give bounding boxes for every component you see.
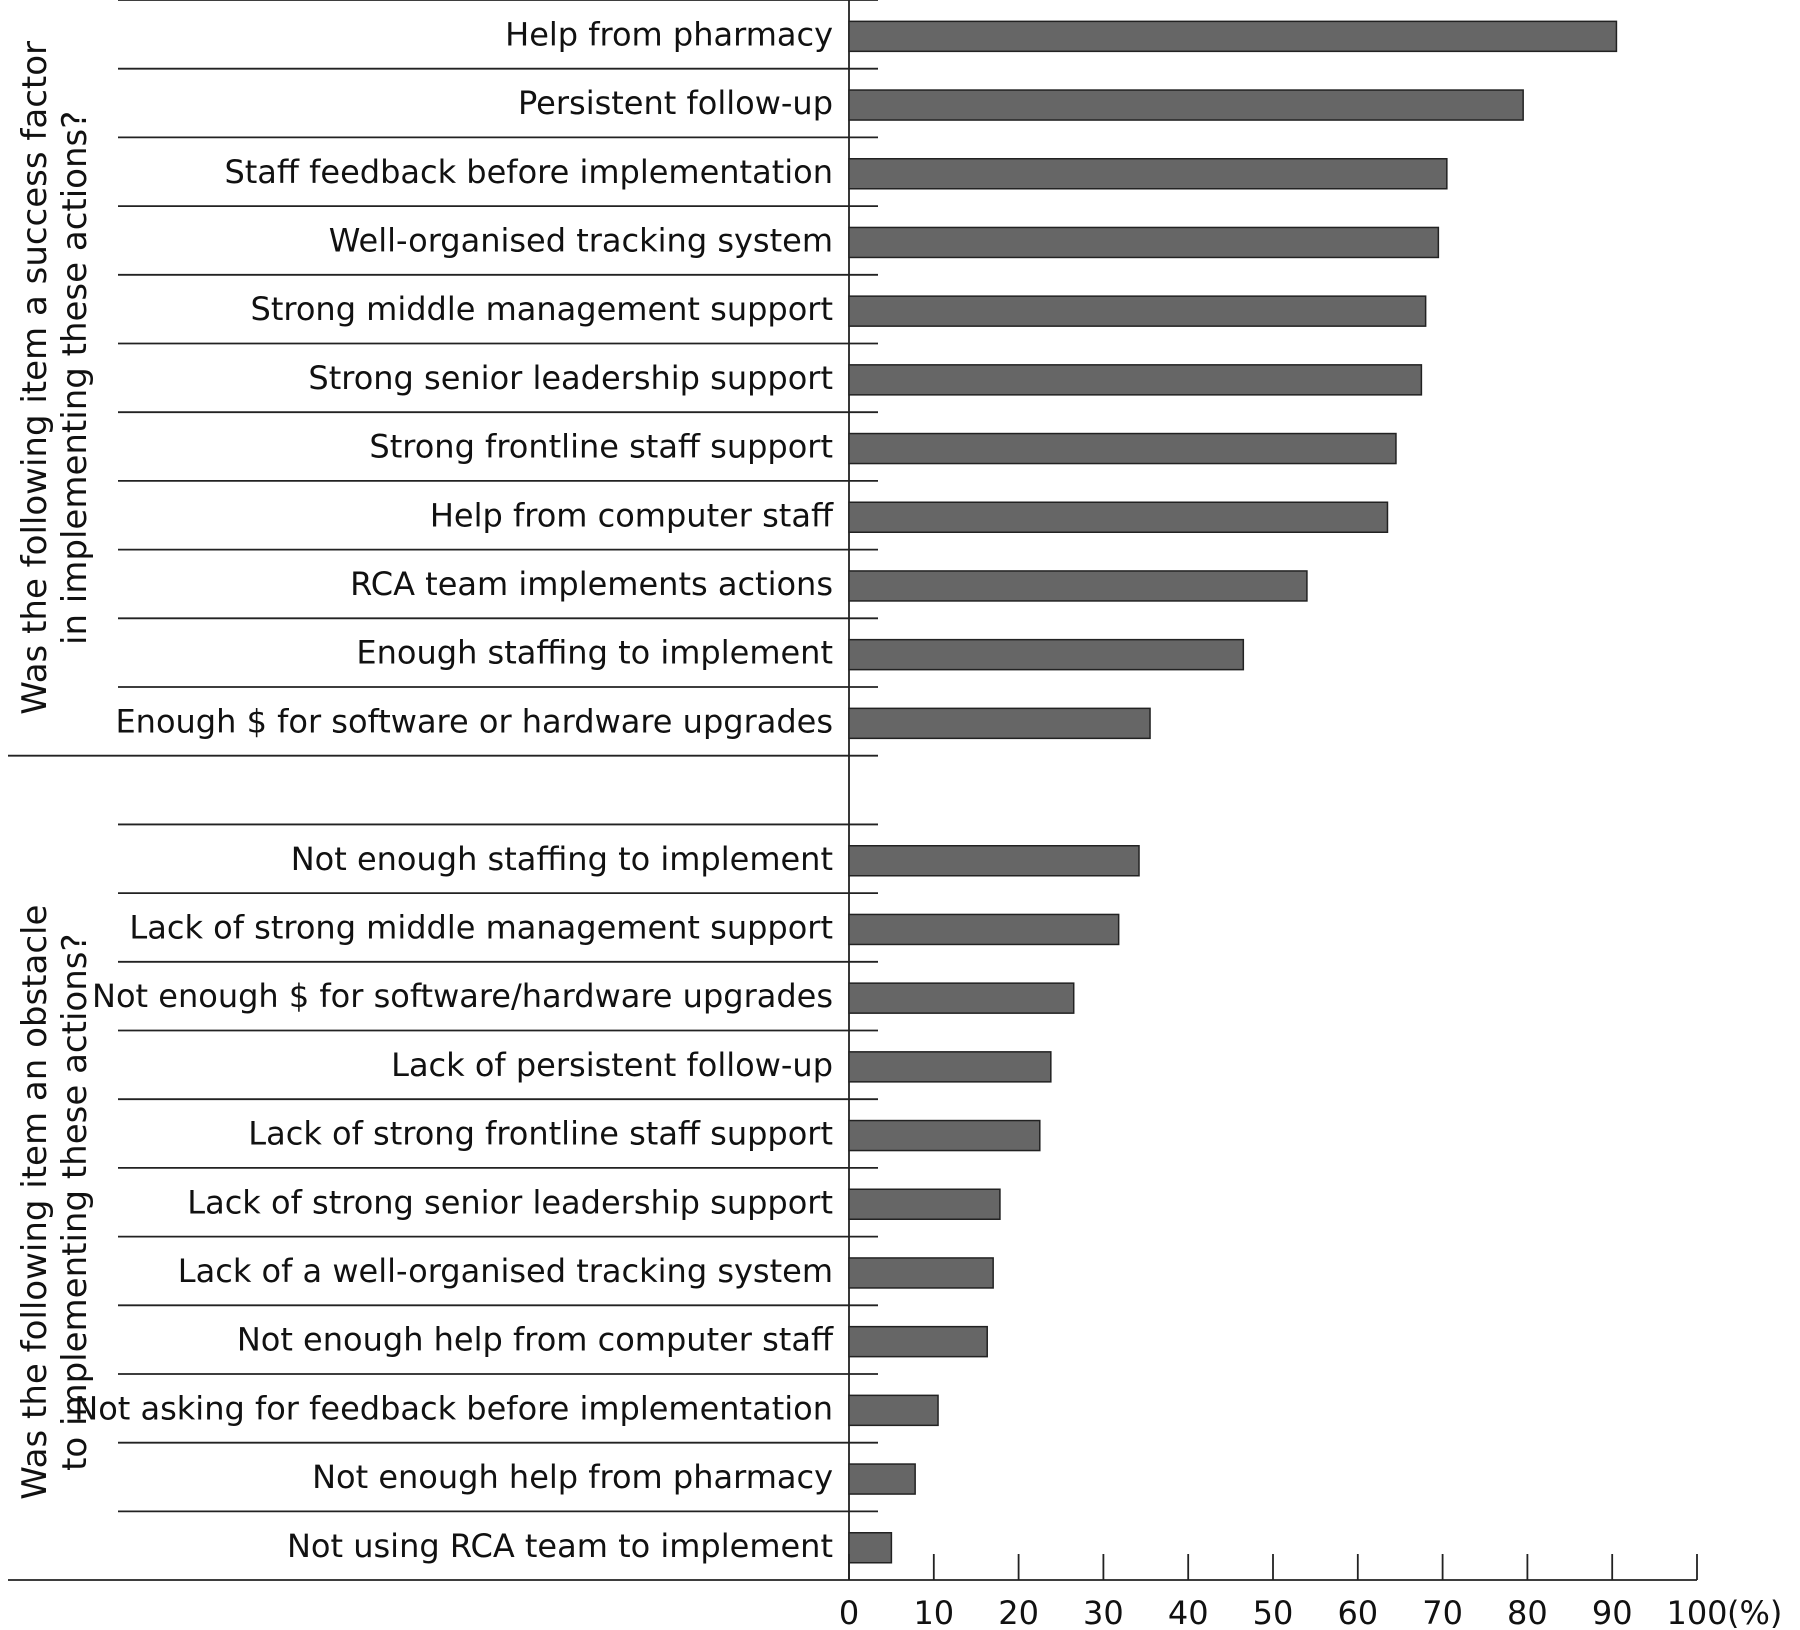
group-title-line: to implementing these actions? <box>55 933 95 1470</box>
x-tick-label: 10 <box>913 1594 954 1630</box>
bar <box>848 295 1427 327</box>
x-tick-label: 90 <box>1592 1594 1633 1630</box>
bar <box>848 20 1618 53</box>
category-label: Strong senior leadership support <box>308 359 833 397</box>
category-label: Not enough help from computer staff <box>237 1321 834 1359</box>
bar <box>848 1188 1001 1220</box>
category-label: RCA team implements actions <box>350 565 833 603</box>
chart-bars <box>848 20 1618 1564</box>
category-label: Help from pharmacy <box>505 15 833 53</box>
category-label: Enough $ for software or hardware upgrad… <box>115 702 833 740</box>
bar <box>848 1325 988 1358</box>
category-label: Well-organised tracking system <box>329 221 833 259</box>
category-label: Staff feedback before implementation <box>224 153 833 191</box>
group-title: Was the following item a success factori… <box>15 41 95 715</box>
bar <box>848 1257 994 1289</box>
category-label: Persistent follow-up <box>518 84 833 122</box>
bar <box>848 1394 939 1427</box>
bar <box>848 570 1308 602</box>
category-label: Lack of strong frontline staff support <box>248 1115 833 1153</box>
x-tick-label: 80 <box>1507 1594 1548 1630</box>
bar <box>848 501 1389 533</box>
bar <box>848 845 1140 877</box>
chart-category-labels: Help from pharmacy Persistent follow-up St… <box>74 15 834 1564</box>
bar <box>848 89 1524 121</box>
category-label: Lack of strong middle management support <box>129 908 833 946</box>
category-label: Not enough staffing to implement <box>291 840 833 878</box>
group-title: Was the following item an obstacleto imp… <box>15 905 95 1500</box>
x-tick-label: 70 <box>1422 1594 1463 1630</box>
x-tick-label: 30 <box>1083 1594 1124 1630</box>
chart-lines <box>8 0 1697 1581</box>
category-label: Lack of strong senior leadership support <box>187 1183 833 1221</box>
bar <box>848 982 1075 1014</box>
bar <box>848 638 1245 671</box>
category-label: Lack of a well-organised tracking system <box>178 1252 833 1290</box>
x-tick-label: 60 <box>1337 1594 1378 1630</box>
bar <box>848 913 1120 946</box>
x-tick-label: 40 <box>1168 1594 1209 1630</box>
category-label: Not enough $ for software/hardware upgra… <box>92 977 833 1015</box>
bar <box>848 1532 893 1564</box>
x-tick-label: 20 <box>998 1594 1039 1630</box>
bar <box>848 432 1397 465</box>
group-title-line: Was the following item an obstacle <box>15 905 55 1500</box>
category-label: Help from computer staff <box>430 496 834 534</box>
x-axis-unit: (%) <box>1727 1594 1782 1630</box>
chart-x-ticks: 0 10 20 30 40 50 60 70 80 90 100 (%) <box>839 1554 1782 1630</box>
bar <box>848 707 1151 740</box>
category-label: Not enough help from pharmacy <box>312 1458 833 1496</box>
category-label: Enough staffing to implement <box>356 634 833 672</box>
category-label: Not using RCA team to implement <box>287 1527 833 1565</box>
bar <box>848 1051 1052 1083</box>
x-tick-label: 0 <box>839 1594 859 1630</box>
bar <box>848 1463 916 1495</box>
category-label: Strong frontline staff support <box>369 428 833 466</box>
category-label: Not asking for feedback before implement… <box>74 1389 833 1427</box>
bar <box>848 158 1448 190</box>
category-label: Strong middle management support <box>251 290 833 328</box>
bar <box>848 1119 1041 1152</box>
bar <box>848 226 1440 259</box>
x-tick-label: 100 <box>1666 1594 1727 1630</box>
bar <box>848 364 1423 396</box>
chart-group-titles: Was the following item a success factori… <box>15 41 95 1500</box>
group-title-line: in implementing these actions? <box>55 111 95 645</box>
category-label: Lack of persistent follow-up <box>391 1046 833 1084</box>
group-title-line: Was the following item a success factor <box>15 41 55 715</box>
x-tick-label: 50 <box>1253 1594 1294 1630</box>
